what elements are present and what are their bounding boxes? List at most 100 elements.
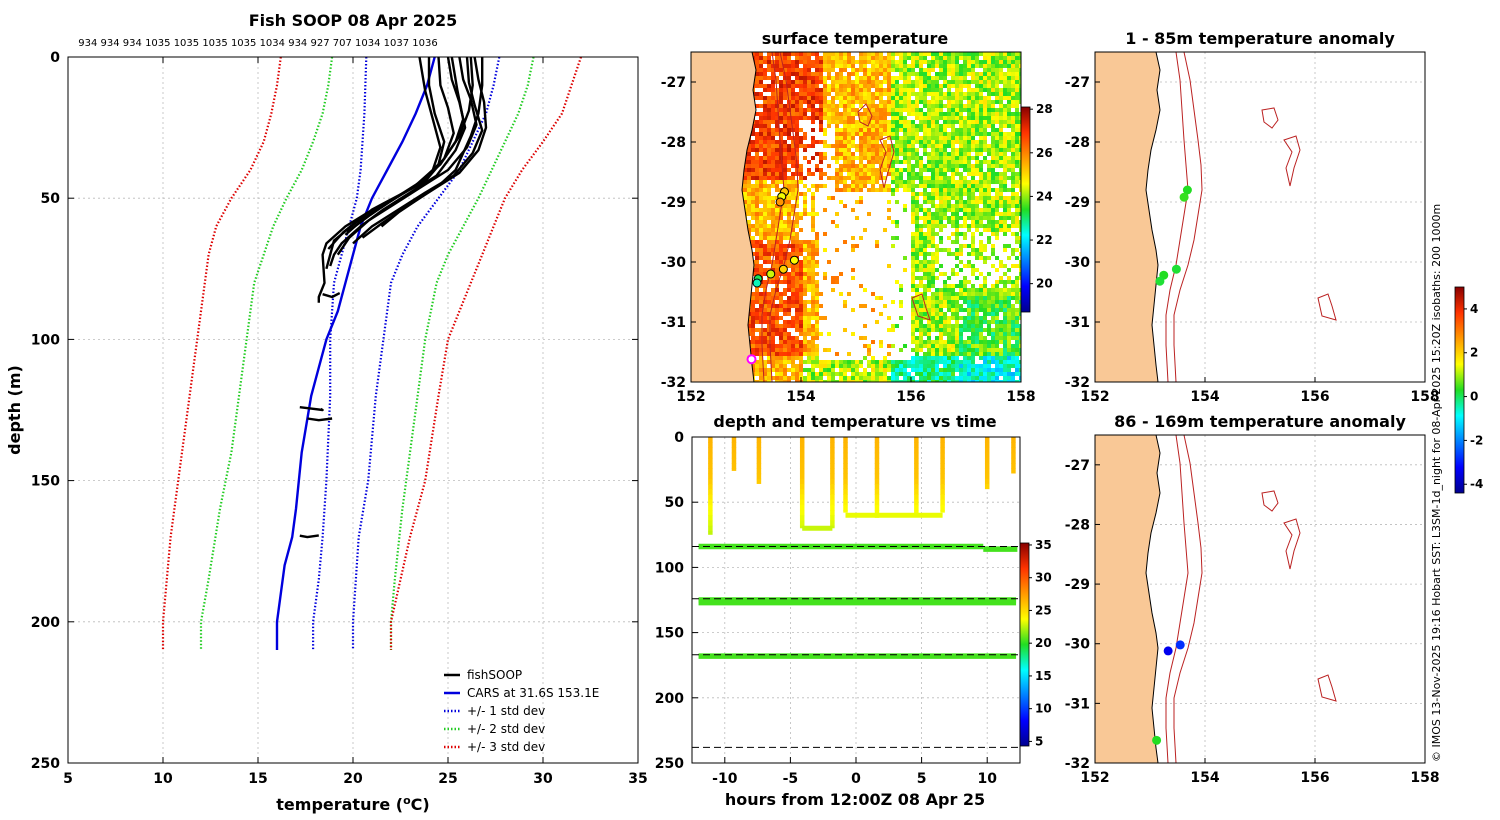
sst-cell xyxy=(995,280,999,284)
sst-cell xyxy=(803,72,807,76)
sst-cell xyxy=(935,52,939,56)
sst-cell xyxy=(811,260,815,264)
sst-cell xyxy=(919,116,923,120)
sst-cell xyxy=(951,272,955,276)
sst-cell xyxy=(967,68,971,72)
sst-cell xyxy=(1007,136,1011,140)
sst-cell xyxy=(783,312,787,316)
sst-cell xyxy=(851,268,855,272)
sst-cell xyxy=(1015,276,1019,280)
sst-cell xyxy=(947,64,951,68)
sst-cell xyxy=(963,188,967,192)
sst-cell xyxy=(787,196,791,200)
sst-cell xyxy=(971,68,975,72)
sst-cell xyxy=(963,136,967,140)
sst-cell xyxy=(911,312,915,316)
sst-cell xyxy=(967,340,971,344)
sst-cell xyxy=(1007,212,1011,216)
sst-cell xyxy=(891,124,895,128)
sst-cell xyxy=(799,88,803,92)
sst-cell xyxy=(911,332,915,336)
profile-top-labels: 934 934 934 1035 1035 1035 1035 1034 934… xyxy=(78,38,437,49)
sst-cell xyxy=(963,300,967,304)
sst-cell xyxy=(779,228,783,232)
sst-cell xyxy=(843,56,847,60)
sst-cell xyxy=(799,248,803,252)
sst-cell xyxy=(1015,316,1019,320)
sst-cell xyxy=(915,164,919,168)
sst-cell xyxy=(851,72,855,76)
sst-cell xyxy=(879,88,883,92)
sst-cell xyxy=(963,72,967,76)
sst-cell xyxy=(1015,144,1019,148)
sst-cell xyxy=(775,208,779,212)
sst-cell xyxy=(783,84,787,88)
sst-cell xyxy=(771,72,775,76)
profile-panel: Fish SOOP 08 Apr 2025 934 934 934 1035 1… xyxy=(5,11,648,814)
sst-cell xyxy=(1015,340,1019,344)
sst-cell xyxy=(951,348,955,352)
sst-cell xyxy=(975,140,979,144)
sst-cell xyxy=(947,220,951,224)
sst-cell xyxy=(947,184,951,188)
sst-cell xyxy=(771,336,775,340)
sst-cell xyxy=(1015,364,1019,368)
sst-cell xyxy=(987,80,991,84)
sst-cell xyxy=(919,324,923,328)
sst-cell xyxy=(911,52,915,56)
sst-cell xyxy=(923,272,927,276)
sst-cell xyxy=(771,204,775,208)
sst-cell xyxy=(923,288,927,292)
sst-cell xyxy=(811,204,815,208)
sst-cell xyxy=(927,208,931,212)
sst-cell xyxy=(991,308,995,312)
sst-cell xyxy=(867,364,871,368)
sst-cell xyxy=(767,112,771,116)
sst-cell xyxy=(775,228,779,232)
sst-cell xyxy=(843,364,847,368)
sst-cell xyxy=(811,284,815,288)
sst-cell xyxy=(887,328,891,332)
sst-cell xyxy=(999,224,1003,228)
sst-cell xyxy=(899,52,903,56)
sst-cell xyxy=(899,316,903,320)
sst-cell xyxy=(839,176,843,180)
sst-cell xyxy=(1003,300,1007,304)
sst-cell xyxy=(951,152,955,156)
sst-cell xyxy=(907,80,911,84)
sst-cell xyxy=(771,180,775,184)
sst-cell xyxy=(955,324,959,328)
sst-cell xyxy=(767,96,771,100)
sst-cell xyxy=(791,104,795,108)
sst-cell xyxy=(995,268,999,272)
sst-cell xyxy=(759,236,763,240)
sst-cell xyxy=(923,180,927,184)
sst-cell xyxy=(763,336,767,340)
sst-cell xyxy=(959,260,963,264)
sst-cell xyxy=(979,160,983,164)
sst-cell xyxy=(939,228,943,232)
sst-cell xyxy=(763,300,767,304)
sst-cell xyxy=(943,56,947,60)
sst-cell xyxy=(955,112,959,116)
sst-cell xyxy=(763,156,767,160)
sst-cell xyxy=(959,84,963,88)
sst-cell xyxy=(783,80,787,84)
sst-cell xyxy=(855,96,859,100)
fishsoop-profile-line xyxy=(336,56,478,256)
sst-cell xyxy=(983,72,987,76)
sst-cell xyxy=(771,360,775,364)
sst-cell xyxy=(779,332,783,336)
sst-cell xyxy=(859,124,863,128)
sst-cell xyxy=(963,116,967,120)
sst-cell xyxy=(1007,92,1011,96)
sst-cell xyxy=(795,120,799,124)
sst-cell xyxy=(971,252,975,256)
sst-cell xyxy=(779,100,783,104)
sst-cell xyxy=(995,352,999,356)
sst-cell xyxy=(975,76,979,80)
sst-cell xyxy=(907,148,911,152)
sst-cell xyxy=(779,256,783,260)
sst-cell xyxy=(875,124,879,128)
sst-cell xyxy=(971,88,975,92)
